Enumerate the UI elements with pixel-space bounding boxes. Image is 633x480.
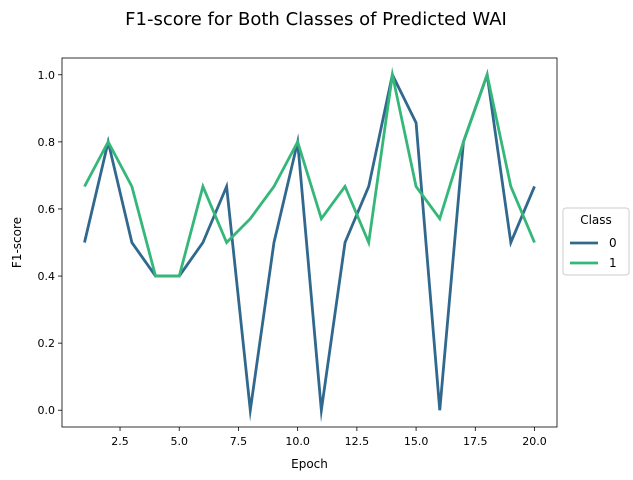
x-tick-label: 2.5 [111,435,129,448]
y-tick-label: 0.0 [38,404,56,417]
plot-area [61,57,558,428]
y-axis-label: F1-score [10,217,24,268]
x-tick-label: 20.0 [522,435,547,448]
legend-box [562,207,630,276]
legend-label-class-1: 1 [609,256,617,270]
x-tick-label: 15.0 [404,435,429,448]
chart-title: F1-score for Both Classes of Predicted W… [125,9,507,30]
legend-title: Class [580,213,612,227]
y-tick-label: 0.8 [38,136,56,149]
y-tick-label: 0.4 [38,270,56,283]
x-tick-label: 5.0 [170,435,188,448]
x-tick-label: 7.5 [230,435,248,448]
x-axis: 2.5 5.0 7.5 10.0 12.5 15.0 17.5 20.0 [111,427,547,448]
x-tick-label: 10.0 [285,435,310,448]
x-tick-label: 12.5 [345,435,370,448]
series-line-class-0 [83,68,536,423]
legend-items: 01 [570,236,617,270]
legend-label-class-0: 0 [609,236,617,250]
x-tick-label: 17.5 [463,435,488,448]
y-tick-label: 1.0 [38,69,56,82]
series-line-class-1 [83,66,536,278]
y-tick-label: 0.2 [38,337,56,350]
series-lines [83,66,536,423]
x-axis-label: Epoch [291,457,328,471]
legend: Class 01 [562,207,630,276]
y-axis: 0.0 0.2 0.4 0.6 0.8 1.0 [38,69,62,417]
y-tick-label: 0.6 [38,203,56,216]
